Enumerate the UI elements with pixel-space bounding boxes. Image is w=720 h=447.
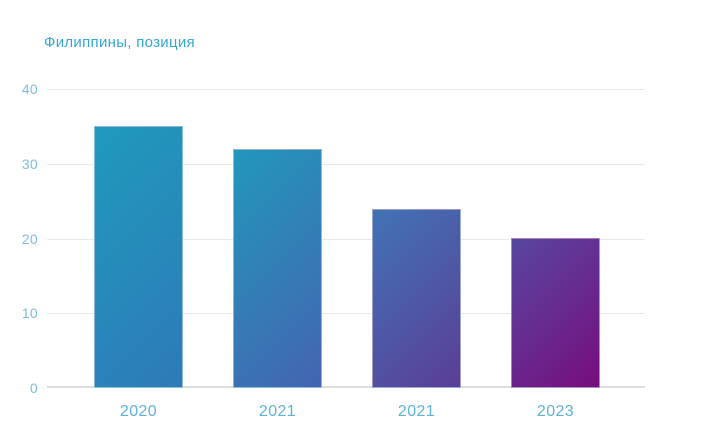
x-axis-category-label: 2021 <box>258 403 297 420</box>
gridline <box>47 89 645 90</box>
plot-area: 0 10 20 30 40 2020 2021 2021 2023 <box>22 81 645 420</box>
x-axis-category-label: 2023 <box>536 403 575 420</box>
x-axis-category-label: 2020 <box>119 403 158 420</box>
y-axis-tick-label: 10 <box>21 305 38 321</box>
chart-title: Филиппины, позиция <box>44 34 195 51</box>
bar-2021-value-32 <box>233 149 322 388</box>
gridline <box>47 239 645 240</box>
y-axis-tick-label: 40 <box>21 81 38 97</box>
gridline <box>47 313 645 314</box>
bar-2021-value-24 <box>372 209 461 388</box>
bar-2020-value-35 <box>94 126 183 388</box>
y-axis-tick-label: 0 <box>29 380 38 396</box>
x-axis-category-label: 2021 <box>397 403 436 420</box>
x-axis-baseline <box>47 386 645 388</box>
y-axis-tick-label: 20 <box>21 231 38 247</box>
bar-2023-value-20 <box>511 238 600 388</box>
y-axis-tick-label: 30 <box>21 156 38 172</box>
gridline <box>47 164 645 165</box>
